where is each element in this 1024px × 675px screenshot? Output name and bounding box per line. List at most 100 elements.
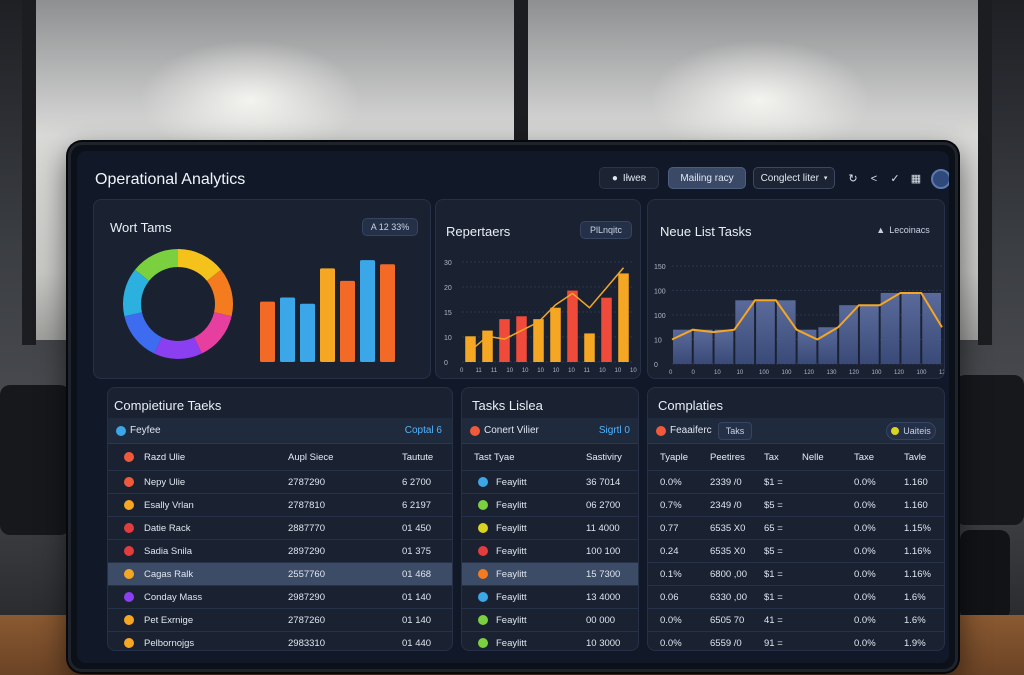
card-title: Compietiure Taeks — [114, 398, 222, 413]
table-row[interactable]: Sadia Snila 2897290 01 375 — [108, 539, 452, 562]
column-header[interactable]: Aupl Siece — [288, 451, 334, 463]
column-header[interactable]: Tyaple — [660, 451, 688, 463]
table-cell: 1.6% — [904, 591, 926, 603]
filter-chip[interactable]: Uaiteis — [886, 422, 936, 440]
table-row[interactable]: Feaylitt 13 4000 — [462, 585, 638, 608]
table-cell: 0.0% — [854, 499, 876, 511]
table-row[interactable]: Feaylitt 11 4000 — [462, 516, 638, 539]
y-tick-label: 100 — [654, 289, 666, 296]
check-icon[interactable]: ✓ — [890, 173, 900, 185]
bar-chart — [260, 260, 395, 362]
table-row[interactable]: 0.06 6330 ,00 $1 = 0.0% 1.6% — [648, 585, 944, 608]
table-cell: 1.160 — [904, 499, 928, 511]
column-header[interactable]: Tautute — [402, 451, 434, 463]
status-dot — [124, 615, 134, 625]
card-title: Tasks Lislea — [472, 398, 543, 413]
dashboard-screen: Operational Analytics ● Iƚweʀ Mailing ra… — [77, 151, 949, 663]
table-row[interactable]: Datie Rack 2887770 01 450 — [108, 516, 452, 539]
table-cell: 6800 ,00 — [710, 568, 747, 580]
tick-labels: 30 20 15 10 0 0 11 11 10 10 10 10 10 11 10 10 10 — [444, 260, 637, 374]
table-row[interactable]: Esally Vrlan 2787810 6 2197 — [108, 493, 452, 516]
table-cell: 0.0% — [854, 522, 876, 534]
trend-line — [671, 291, 943, 341]
status-dot — [124, 500, 134, 510]
x-tick-label: 0 — [692, 370, 696, 376]
area-column — [693, 329, 713, 364]
filter-tag[interactable]: Taks — [718, 422, 752, 440]
reports-card: Repertaers PlLnqitc 30 20 15 10 0 0 11 11 10 10 10… — [435, 199, 641, 379]
table-row[interactable]: Feaylitt 36 7014 — [462, 470, 638, 493]
filter-chip[interactable]: PlLnqitc — [580, 221, 632, 239]
table-cell: 01 468 — [402, 568, 432, 580]
table-row[interactable]: 0.0% 6559 /0 91 = 0.0% 1.9% — [648, 631, 944, 650]
table-row[interactable]: Pelbornojgs 2983310 01 440 — [108, 631, 452, 650]
table-row[interactable]: Feaylitt 100 100 — [462, 539, 638, 562]
refresh-icon[interactable]: ↻ — [848, 173, 858, 185]
bell-icon: ▲ — [876, 225, 886, 235]
table-row[interactable]: 0.0% 2339 /0 $1 = 0.0% 1.160 — [648, 470, 944, 493]
collect-dropdown[interactable]: Conglect liter ▾ — [753, 167, 835, 189]
table-cell: Feaylitt — [496, 499, 527, 511]
x-tick-label: 10 — [714, 370, 721, 376]
y-tick-label: 20 — [444, 285, 452, 292]
column-header[interactable]: Sastiviry — [586, 451, 622, 463]
column-header[interactable]: Razd Ulie — [144, 451, 186, 463]
donut-slice — [193, 311, 232, 354]
table-row[interactable]: 0.7% 2349 /0 $5 = 0.0% 1.160 — [648, 493, 944, 516]
column-header[interactable]: Peetires — [710, 451, 745, 463]
table-row[interactable]: Pet Exrnige 2787260 01 140 — [108, 608, 452, 631]
table-row[interactable]: Nepy Ulie 2787290 6 2700 — [108, 470, 452, 493]
task-lists-card: Tasks Lislea Conert Vilier Sigrtl 0 Tast… — [461, 387, 639, 651]
donut-slice — [135, 249, 179, 282]
x-tick-label: 10 — [599, 368, 606, 374]
area-column — [922, 292, 941, 364]
status-dot — [478, 638, 488, 648]
column-header[interactable]: Tax — [764, 451, 779, 463]
user-button[interactable]: ● Iƚweʀ — [599, 167, 659, 189]
table-cell: Feaylitt — [496, 545, 527, 557]
mode-button[interactable]: Mailing racy — [668, 167, 746, 189]
table-row[interactable]: Feaylitt 06 2700 — [462, 493, 638, 516]
x-tick-label: 10 — [737, 370, 744, 376]
column-header[interactable]: Nelle — [802, 451, 824, 463]
table-filter-bar: Feyfee Coptal 6 — [108, 418, 452, 444]
table-row[interactable]: 0.1% 6800 ,00 $1 = 0.0% 1.16% — [648, 562, 944, 585]
table-cell: 1.16% — [904, 545, 931, 557]
column-header[interactable]: Tast Tyae — [474, 451, 515, 463]
table-row[interactable]: Conday Mass 2987290 01 140 — [108, 585, 452, 608]
table-row[interactable]: 0.77 6535 X0 65 = 0.0% 1.15% — [648, 516, 944, 539]
table-row[interactable]: 0.24 6535 X0 $5 = 0.0% 1.16% — [648, 539, 944, 562]
column-header[interactable]: Tavle — [904, 451, 927, 463]
avatar[interactable] — [931, 169, 949, 189]
filter-chip[interactable]: ▲ Lecoinacs — [870, 221, 936, 239]
column-header[interactable]: Taxe — [854, 451, 875, 463]
table-row[interactable]: 0.0% 6505 70 41 = 0.0% 1.6% — [648, 608, 944, 631]
bar — [567, 290, 578, 362]
table-cell: 00 000 — [586, 614, 616, 626]
table-cell: 6505 70 — [710, 614, 745, 626]
table-cell: Feaylitt — [496, 591, 527, 603]
table-cell: Pet Exrnige — [144, 614, 194, 626]
table-cell: 2987290 — [288, 591, 325, 603]
area-column — [776, 300, 796, 364]
filter-count-link[interactable]: Coptal 6 — [404, 425, 442, 436]
grid-icon[interactable]: ▦ — [910, 173, 922, 185]
table-cell: 1.160 — [904, 476, 928, 488]
share-icon[interactable]: < — [870, 173, 878, 185]
table-row[interactable]: Cagas Ralk 2557760 01 468 — [108, 562, 452, 585]
table-row[interactable]: Feaylitt 00 000 — [462, 608, 638, 631]
table-cell: 1.9% — [904, 637, 926, 649]
donut-slice — [206, 269, 233, 317]
bar — [340, 280, 355, 362]
filter-label: Feaaiferc — [670, 425, 712, 436]
x-tick-label: 10 — [522, 368, 529, 374]
area-column — [756, 300, 775, 364]
status-dot — [124, 523, 134, 533]
filter-chip-label: Uaiteis — [903, 426, 931, 436]
table-row[interactable]: Feaylitt 15 7300 — [462, 562, 638, 585]
table-row[interactable]: Feaylitt 10 3000 — [462, 631, 638, 650]
y-tick-label: 10 — [654, 338, 662, 345]
status-dot — [478, 546, 488, 556]
filter-count-link[interactable]: Sigrtl 0 — [598, 425, 630, 436]
